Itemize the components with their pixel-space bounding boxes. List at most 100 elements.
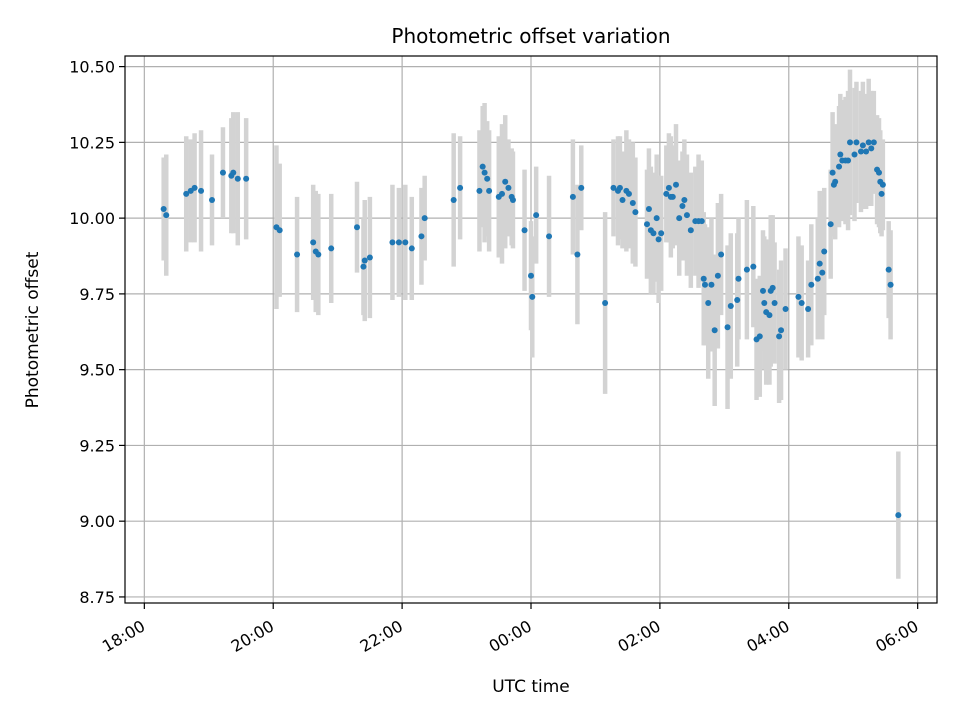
data-point [310,239,317,246]
data-point [816,260,823,267]
data-point [499,190,505,197]
data-point [771,299,778,306]
data-point [673,181,679,188]
data-point [533,212,540,219]
grid [125,56,937,603]
data-point [658,230,665,237]
data-point [450,196,457,203]
data-point [819,269,826,276]
data-point [479,163,486,170]
data-point [760,287,766,294]
data-point [395,239,402,246]
data-point [183,190,190,197]
data-point [408,245,415,252]
data-point [650,230,657,237]
y-tick-label: 9.00 [79,512,115,531]
data-point [191,184,198,191]
chart-title: Photometric offset variation [391,24,670,48]
data-point [870,139,877,146]
data-point [389,239,396,246]
y-tick-label: 9.25 [79,436,115,455]
y-tick-label: 10.00 [69,209,115,228]
data-point [502,178,509,185]
data-point [832,178,839,185]
data-point [853,139,860,146]
data-point [528,272,534,279]
data-points [160,139,902,519]
data-point [616,184,623,191]
data-point [655,236,662,243]
y-tick-label: 10.25 [69,133,115,152]
data-point [714,272,721,279]
data-point [653,215,660,222]
data-point [234,175,241,182]
data-point [645,206,652,213]
data-point [546,233,553,240]
data-point [160,206,167,213]
data-point [602,299,609,306]
data-point [805,306,812,313]
y-tick-label: 10.50 [69,58,115,77]
data-point [418,233,425,240]
data-point [632,209,639,216]
data-point [776,333,783,340]
data-point [708,281,715,288]
data-point [829,169,836,176]
data-point [735,275,742,282]
data-point [863,148,870,155]
data-point [676,215,683,222]
data-point [294,251,301,258]
data-point [876,169,882,176]
data-point [795,293,802,300]
data-point [665,184,672,191]
data-point [851,151,858,158]
data-point [711,327,718,334]
data-point [402,239,409,246]
data-point [727,303,734,310]
data-point [521,227,528,234]
data-point [827,221,834,228]
data-point [895,512,902,519]
data-point [847,139,853,146]
data-point [574,251,581,258]
data-point [529,293,536,300]
data-point [879,181,886,188]
data-point [798,299,805,306]
data-point [705,299,712,306]
data-point [718,251,725,258]
data-point [821,248,828,255]
data-point [845,157,852,164]
data-point [766,312,773,319]
data-point [687,227,694,234]
y-tick-label: 8.75 [79,588,115,607]
data-point [837,151,844,158]
data-point [761,299,768,306]
data-point [859,142,866,149]
data-point [887,281,894,288]
data-point [366,254,373,261]
data-point [457,184,464,191]
data-point [644,221,650,228]
data-point [625,190,632,197]
data-point [878,190,885,197]
data-point [569,193,576,200]
data-point [619,196,626,203]
y-axis-label: Photometric offset [23,251,43,408]
data-point [885,266,892,273]
y-tick-label: 9.75 [79,285,115,304]
data-point [421,215,428,222]
data-point [484,175,491,182]
y-tick-label: 9.50 [79,361,115,380]
data-point [663,190,670,197]
data-point [629,199,636,206]
data-point [360,263,367,270]
data-point [481,169,488,176]
data-point [230,169,237,176]
data-point [836,163,843,170]
data-point [750,263,757,270]
data-point [778,327,785,334]
data-point [669,193,676,200]
data-point [328,245,335,252]
data-point [315,251,322,258]
